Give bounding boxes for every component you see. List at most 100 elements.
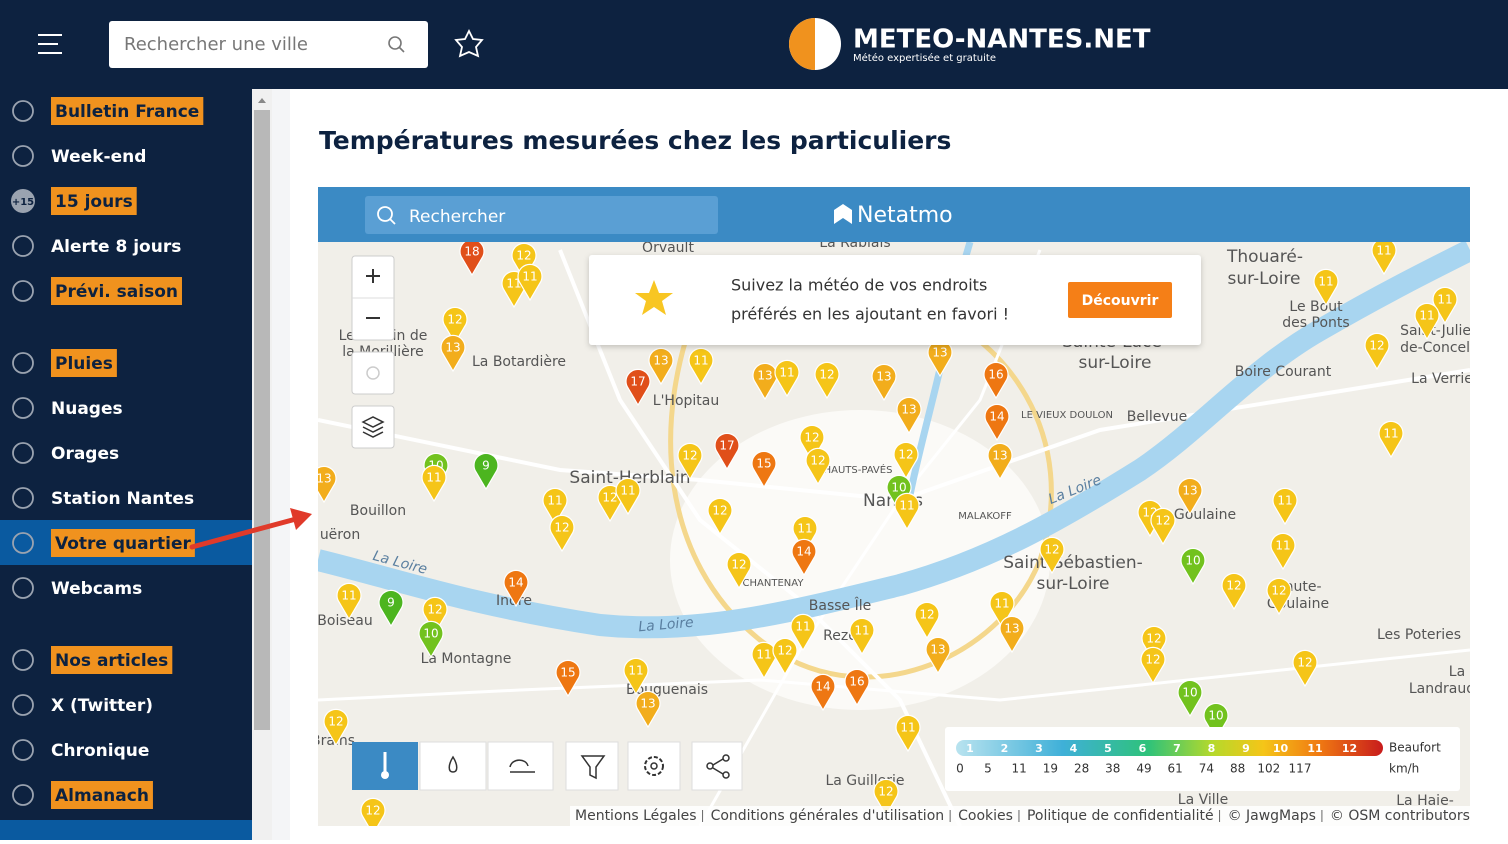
temperature-pin[interactable]: 12 [677,442,703,481]
menu-item[interactable]: Orages [12,442,119,464]
temperature-pin[interactable]: 11 [688,347,714,386]
temperature-pin[interactable]: 17 [625,368,651,407]
temperature-pin[interactable]: 12 [1140,646,1166,685]
temperature-pin[interactable]: 12 [360,797,386,834]
attribution-link[interactable]: Cookies [958,808,1013,824]
temperature-pin[interactable]: 9 [378,589,404,628]
scroll-up[interactable] [258,98,266,103]
temperature-pin[interactable]: 11 [1432,286,1458,325]
attribution-link[interactable]: © OSM contributors [1330,808,1470,824]
discover-button[interactable] [1068,282,1172,318]
temperature-pin[interactable]: 15 [751,450,777,489]
temperature-pin[interactable]: 14 [503,569,529,608]
attribution-link[interactable]: © JawgMaps [1228,808,1316,824]
temperature-pin[interactable]: 11 [792,515,818,554]
temperature-pin[interactable]: 12 [442,306,468,345]
temperature-pin[interactable]: 14 [791,538,817,577]
temperature-pin[interactable]: 12 [511,242,537,281]
rain-tool[interactable] [419,741,487,791]
temperature-pin[interactable]: 12 [422,596,448,635]
menu-item[interactable]: Station Nantes [12,487,194,509]
menu-item[interactable]: Alerte 8 jours [12,235,181,257]
temperature-pin[interactable]: 13 [896,396,922,435]
scrollbar-thumb[interactable] [254,110,270,730]
temperature-pin[interactable]: 11 [623,657,649,696]
attribution-link[interactable]: Mentions Légales [575,808,697,824]
temperature-pin[interactable]: 11 [542,487,568,526]
temperature-pin[interactable]: 13 [648,347,674,386]
temperature-pin[interactable]: 12 [549,514,575,553]
temperature-pin[interactable]: 16 [844,668,870,707]
temperature-pin[interactable]: 12 [1292,649,1318,688]
temperature-pin[interactable]: 12 [323,708,349,747]
menu-item[interactable]: Week-end [12,145,146,167]
temperature-pin[interactable]: 10 [886,474,912,513]
temperature-pin[interactable]: 12 [1039,536,1065,575]
temperature-pin[interactable]: 11 [894,492,920,531]
temperature-pin[interactable]: 10 [1203,702,1229,741]
share-tool[interactable] [691,741,743,791]
menu-item[interactable]: 15 jours +15 [11,187,137,215]
temperature-pin[interactable]: 14 [810,673,836,712]
menu-item[interactable]: Chronique [12,739,149,761]
temperature-pin[interactable]: 12 [805,447,831,486]
menu-item[interactable]: Pluies [12,349,117,377]
menu-item[interactable]: Nos articles [12,646,173,674]
temperature-pin[interactable]: 13 [999,615,1025,654]
temperature-pin[interactable]: 16 [983,361,1009,400]
temperature-pin[interactable]: 11 [989,590,1015,629]
temperature-pin[interactable]: 15 [555,659,581,698]
temperature-pin[interactable]: 11 [1270,532,1296,571]
temperature-pin[interactable]: 13 [1177,477,1203,516]
temperature-pin[interactable]: 12 [1150,507,1176,546]
locate-button[interactable] [351,351,395,395]
temperature-pin[interactable]: 11 [1378,420,1404,459]
temperature-pin[interactable]: 11 [1313,268,1339,307]
temperature-pin[interactable]: 12 [873,778,899,817]
temperature-pin[interactable]: 12 [914,601,940,640]
menu-item[interactable]: Nuages [12,397,123,419]
temperature-pin[interactable]: 12 [799,424,825,463]
favorites-icon[interactable] [454,28,484,58]
temperature-pin[interactable]: 13 [440,334,466,373]
temperature-pin[interactable]: 18 [459,239,485,277]
menu-item[interactable]: X (Twitter) [12,694,153,716]
menu-button[interactable] [38,34,62,54]
temperature-pin[interactable]: 11 [517,263,543,302]
temperature-pin[interactable]: 14 [984,403,1010,442]
temperature-pin[interactable]: 12 [1221,572,1247,611]
temperature-pin[interactable]: 12 [772,637,798,676]
temperature-pin[interactable]: 12 [726,551,752,590]
temperature-pin[interactable]: 10 [418,620,444,659]
temperature-pin[interactable]: 12 [1141,625,1167,664]
temperature-pin[interactable]: 12 [707,497,733,536]
zoom-in[interactable] [366,269,380,283]
temperature-pin[interactable]: 13 [871,363,897,402]
menu-item[interactable]: Webcams [12,577,142,599]
temperature-pin[interactable]: 11 [336,582,362,621]
temperature-pin[interactable]: 13 [312,465,337,504]
settings-tool[interactable] [627,741,681,791]
temperature-pin[interactable]: 12 [893,441,919,480]
attribution-link[interactable]: Politique de confidentialité [1027,808,1214,824]
temperature-pin[interactable]: 13 [925,636,951,675]
temperature-pin[interactable]: 12 [814,361,840,400]
temperature-pin[interactable]: 11 [421,464,447,503]
temperature-pin[interactable]: 11 [774,359,800,398]
city-search[interactable] [109,21,428,68]
map-search[interactable] [365,196,718,234]
temperature-pin[interactable]: 10 [1180,547,1206,586]
temperature-pin[interactable]: 12 [1364,332,1390,371]
filter-tool[interactable] [565,741,619,791]
temperature-pin[interactable]: 11 [1414,302,1440,341]
wind-tool[interactable] [487,741,554,791]
temperature-pin[interactable]: 9 [473,452,499,491]
temperature-pin[interactable]: 17 [714,432,740,471]
temperature-pin[interactable]: 13 [635,690,661,729]
logo[interactable]: METEO-NANTES.NET Météo expertisée et gra… [789,18,1151,70]
menu-item[interactable]: Bulletin France [12,97,204,125]
temperature-pin[interactable]: 12 [597,484,623,523]
attribution-link[interactable]: Conditions générales d'utilisation [711,808,945,824]
temperature-pin[interactable]: 13 [987,442,1013,481]
temperature-pin[interactable]: 11 [615,477,641,516]
